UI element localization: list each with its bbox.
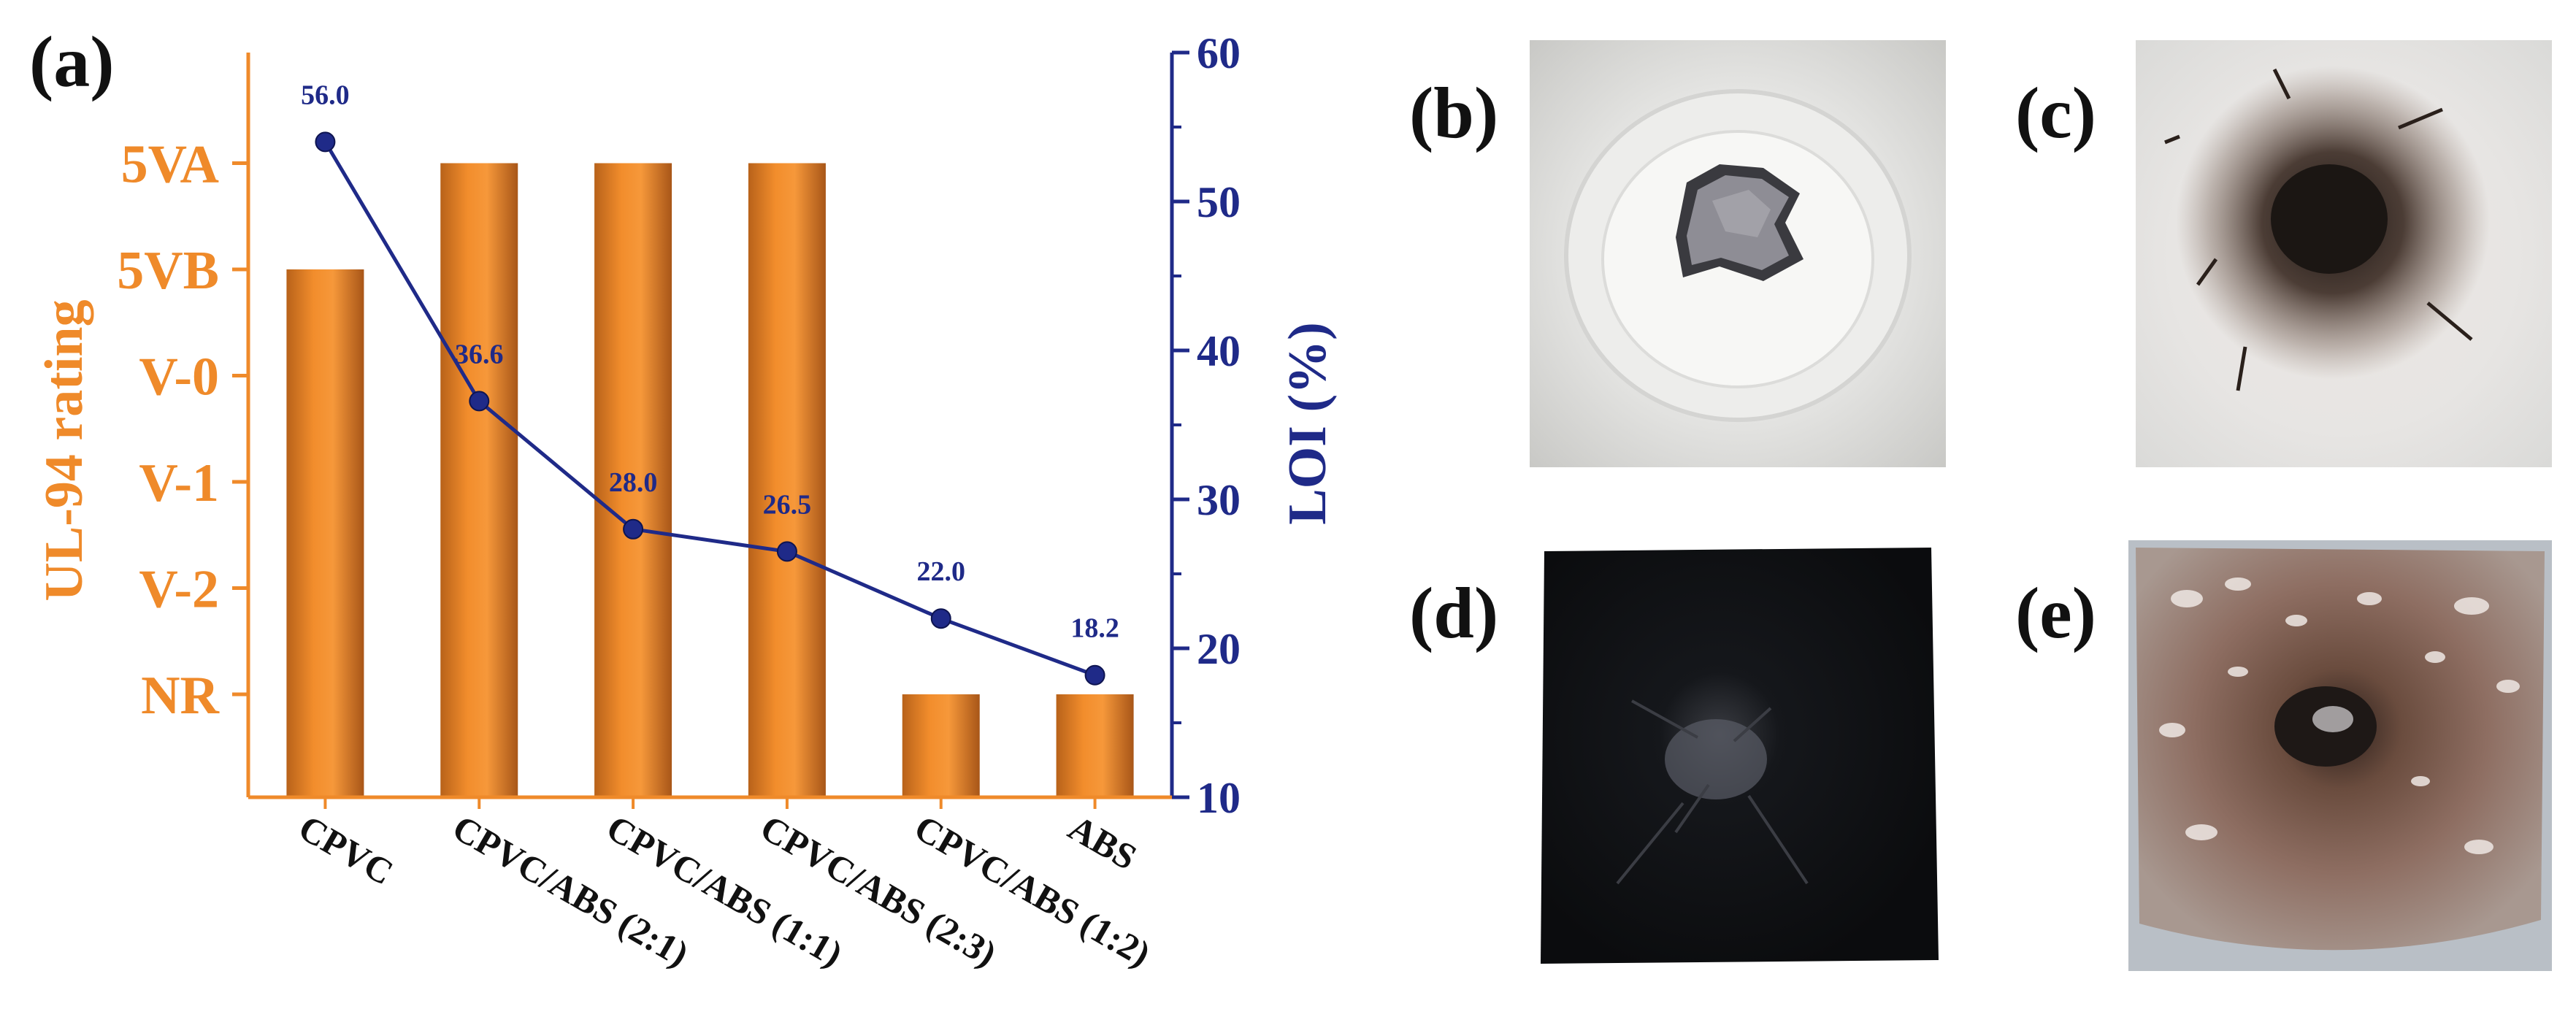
loi-data-label-3: 26.5	[763, 489, 812, 520]
y-left-tick-label-0: NR	[141, 666, 220, 726]
loi-series-line	[323, 141, 1096, 678]
y-right-tick-label-1: 20	[1197, 625, 1241, 673]
y-left-tick-label-1: V-2	[139, 560, 219, 620]
bar-1	[440, 163, 518, 797]
y-right-axis-title: LOI (%)	[1278, 322, 1338, 525]
panel-label-e: (e)	[2015, 572, 2096, 653]
bar-3	[748, 163, 826, 797]
panel-label-c: (c)	[2015, 72, 2096, 153]
panel-label-a: (a)	[29, 21, 115, 102]
loi-point-2	[623, 518, 644, 540]
loi-data-label-2: 28.0	[609, 467, 658, 498]
loi-data-label-1: 36.6	[455, 339, 504, 369]
photo-b-white-melt	[1530, 40, 1946, 467]
loi-data-label-4: 22.0	[917, 556, 966, 587]
loi-point-0	[315, 131, 336, 153]
y-right-tick-label-2: 30	[1197, 476, 1241, 524]
loi-point-3	[776, 541, 797, 562]
photo-d-black-char	[1530, 540, 1946, 971]
y-right-tick-label-5: 60	[1197, 29, 1241, 77]
loi-point-1	[469, 391, 490, 412]
y-left-tick-label-3: V-0	[139, 348, 219, 407]
loi-point-4	[930, 608, 951, 629]
loi-data-label-0: 56.0	[301, 80, 350, 110]
loi-point-5	[1084, 664, 1105, 686]
panel-label-d: (d)	[1409, 572, 1499, 653]
y-left-axis-title: UL-94 rating	[34, 299, 94, 601]
bar-4	[902, 694, 980, 797]
x-tick-label-0: CPVC	[292, 807, 400, 893]
x-tick-label-5: ABS	[1062, 807, 1143, 878]
y-left-tick-label-4: 5VB	[117, 241, 219, 301]
loi-data-label-5: 18.2	[1070, 613, 1119, 644]
y-right-tick-label-0: 10	[1197, 774, 1241, 822]
y-right-tick-label-4: 50	[1197, 178, 1241, 226]
photo-c-white-soot	[2136, 40, 2552, 467]
bar-0	[286, 269, 364, 797]
y-right-tick-label-3: 40	[1197, 327, 1241, 375]
bar-5	[1056, 694, 1134, 797]
bar-2	[594, 163, 672, 797]
y-left-tick-label-2: V-1	[139, 453, 219, 513]
panel-label-b: (b)	[1409, 72, 1499, 153]
photo-e-brown-bubbly	[2128, 540, 2552, 971]
y-left-tick-label-5: 5VA	[121, 135, 219, 195]
